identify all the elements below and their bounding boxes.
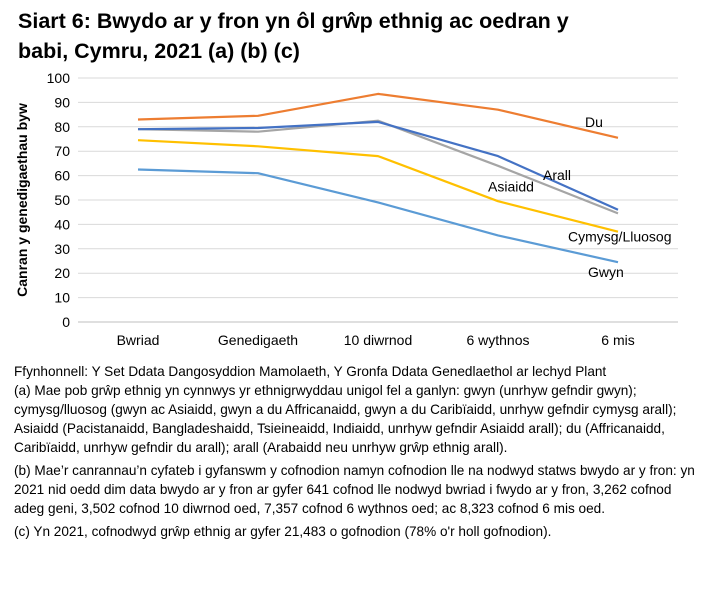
note-b: (b) Mae’r canrannau’n cyfateb i gyfanswm…	[14, 463, 695, 516]
x-axis-tick-labels: Bwriad Genedigaeth 10 diwrnod 6 wythnos 6 mi…	[117, 332, 635, 348]
series-line-arall	[137, 120, 619, 211]
y-tick-label: 60	[54, 168, 70, 184]
chart-title-line-1: Siart 6: Bwydo ar y fron yn ôl grŵp ethn…	[18, 9, 569, 33]
source-note: Ffynhonnell: Y Set Ddata Dangosyddion Ma…	[14, 364, 607, 379]
series-label: Gwyn	[588, 264, 624, 280]
y-tick-label: 10	[54, 290, 70, 306]
series-line-du	[137, 92, 619, 139]
series-label: Cymysg/Lluosog	[568, 229, 672, 245]
y-axis-tick-labels: 0 10 20 30 40 50 60 70 80 90 100	[47, 70, 71, 330]
series-line-cymysg-lluosog	[137, 139, 619, 233]
series-lines	[137, 92, 619, 264]
y-tick-label: 30	[54, 241, 70, 257]
x-tick-label: Bwriad	[117, 332, 160, 348]
chart-title: Siart 6: Bwydo ar y fron yn ôl grŵp ethn…	[18, 6, 698, 66]
x-tick-label: 10 diwrnod	[344, 332, 413, 348]
y-tick-label: 50	[54, 192, 70, 208]
y-tick-label: 70	[54, 143, 70, 159]
x-tick-label: Genedigaeth	[218, 332, 298, 348]
gridlines	[78, 77, 678, 323]
note-a: (a) Mae pob grŵp ethnig yn cynnwys yr et…	[14, 383, 677, 455]
series-line-gwyn	[137, 168, 619, 264]
series-line-asiaidd	[137, 119, 619, 215]
y-tick-label: 40	[54, 216, 70, 232]
chart-notes: Ffynhonnell: Y Set Ddata Dangosyddion Ma…	[14, 362, 700, 541]
x-tick-label: 6 wythnos	[466, 332, 529, 348]
y-tick-label: 90	[54, 94, 70, 110]
series-label: Arall	[543, 167, 571, 183]
series-labels: Du Arall Asiaidd Cymysg/Lluosog Gwyn	[488, 114, 672, 280]
note-c: (c) Yn 2021, cofnodwyd grŵp ethnig ar gy…	[14, 524, 552, 539]
y-tick-label: 20	[54, 265, 70, 281]
y-tick-label: 80	[54, 119, 70, 135]
x-tick-label: 6 mis	[601, 332, 634, 348]
y-tick-label: 0	[62, 314, 70, 330]
y-tick-label: 100	[47, 70, 71, 86]
y-axis-label: Canran y genedigaethau byw	[14, 103, 30, 297]
series-label: Asiaidd	[488, 178, 534, 194]
series-label: Du	[585, 114, 603, 130]
chart-title-line-2: babi, Cymru, 2021 (a) (b) (c)	[18, 39, 300, 63]
line-chart: 0 10 20 30 40 50 60 70 80 90 100 Bwriad Genedigaeth…	[14, 70, 678, 348]
